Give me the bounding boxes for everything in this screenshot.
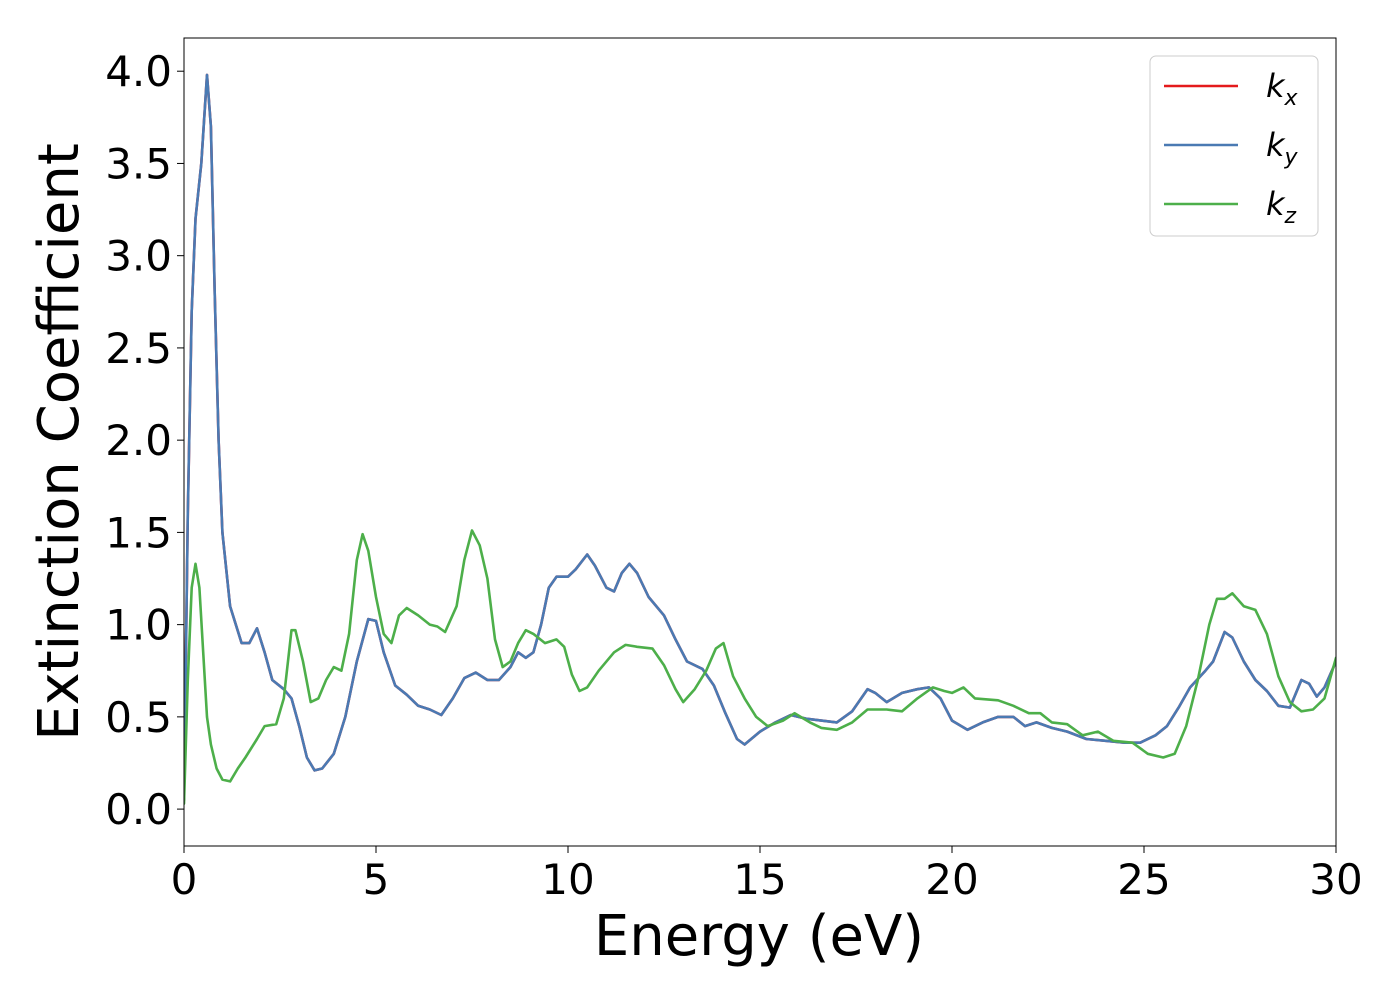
legend-label-base: k <box>1266 126 1286 164</box>
legend-label-z: kz <box>1266 185 1297 229</box>
series-line-z <box>184 529 1336 805</box>
x-tick-label: 30 <box>1309 855 1362 904</box>
legend-label-base: k <box>1266 185 1286 223</box>
x-tick-label: 10 <box>541 855 594 904</box>
y-tick-label: 0.0 <box>105 785 172 834</box>
y-tick-label: 2.5 <box>105 324 172 373</box>
series-layer <box>184 73 1336 805</box>
legend-label-subscript: z <box>1284 204 1297 229</box>
legend-label-subscript: y <box>1284 145 1299 170</box>
y-tick-label: 1.0 <box>105 601 172 650</box>
x-tick-label: 25 <box>1117 855 1170 904</box>
legend-label-x: kx <box>1266 67 1299 111</box>
x-tick-label: 0 <box>171 855 198 904</box>
y-tick-label: 3.5 <box>105 139 172 188</box>
x-axis-ticks: 0 5 10 15 20 25 30 <box>171 846 1363 904</box>
x-tick-label: 5 <box>363 855 390 904</box>
legend-label-y: ky <box>1266 126 1299 170</box>
y-tick-label: 3.0 <box>105 232 172 281</box>
x-axis-label: Energy (eV) <box>594 904 924 969</box>
legend-label-subscript: x <box>1284 86 1299 111</box>
x-tick-label: 20 <box>925 855 978 904</box>
y-axis-ticks: 0.0 0.5 1.0 1.5 2.0 2.5 3.0 3.5 4.0 <box>105 47 184 834</box>
y-tick-label: 4.0 <box>105 47 172 96</box>
y-tick-label: 1.5 <box>105 508 172 557</box>
y-tick-label: 2.0 <box>105 416 172 465</box>
x-tick-label: 15 <box>733 855 786 904</box>
y-axis-label: Extinction Coefficient <box>27 143 92 741</box>
legend-label-base: k <box>1266 67 1286 105</box>
series-line-y <box>184 73 1336 802</box>
y-tick-label: 0.5 <box>105 693 172 742</box>
